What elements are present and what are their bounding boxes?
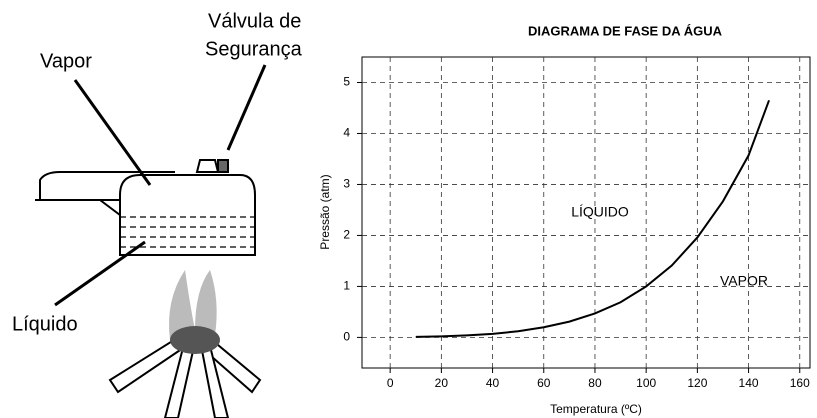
label: Vapor (40, 50, 92, 72)
pressure-cooker (35, 65, 265, 418)
lid-knob (197, 160, 218, 172)
y-tick-label: 0 (343, 330, 350, 344)
chart-title: DIAGRAMA DE FASE DA ÁGUA (528, 23, 723, 38)
page: Vapor Válvula de Segurança Líquido DIAGR… (0, 0, 817, 418)
valve (218, 160, 228, 172)
x-tick-label: 100 (636, 376, 656, 390)
x-axis-label: Temperatura (ºC) (550, 402, 642, 416)
x-tick-label: 120 (687, 376, 707, 390)
y-tick-label: 5 (343, 75, 350, 89)
x-tick-label: 60 (537, 376, 551, 390)
label: Válvula de (208, 10, 301, 32)
x-tick-label: 80 (588, 376, 602, 390)
x-tick-label: 20 (435, 376, 449, 390)
y-tick-label: 3 (343, 177, 350, 191)
x-tick-label: 140 (739, 376, 759, 390)
x-tick-label: 160 (790, 376, 810, 390)
label: Segurança (205, 38, 303, 60)
handle (35, 200, 120, 215)
y-tick-label: 2 (343, 228, 350, 242)
y-tick-label: 4 (343, 126, 350, 140)
x-tick-label: 40 (486, 376, 500, 390)
y-tick-label: 1 (343, 279, 350, 293)
label: Líquido (12, 313, 78, 335)
annotation: LÍQUIDO (571, 204, 629, 220)
y-axis-label: Pressão (atm) (318, 174, 332, 249)
x-tick-label: 0 (387, 376, 394, 390)
figure: Vapor Válvula de Segurança Líquido DIAGR… (0, 0, 817, 418)
pot-body (120, 175, 255, 255)
